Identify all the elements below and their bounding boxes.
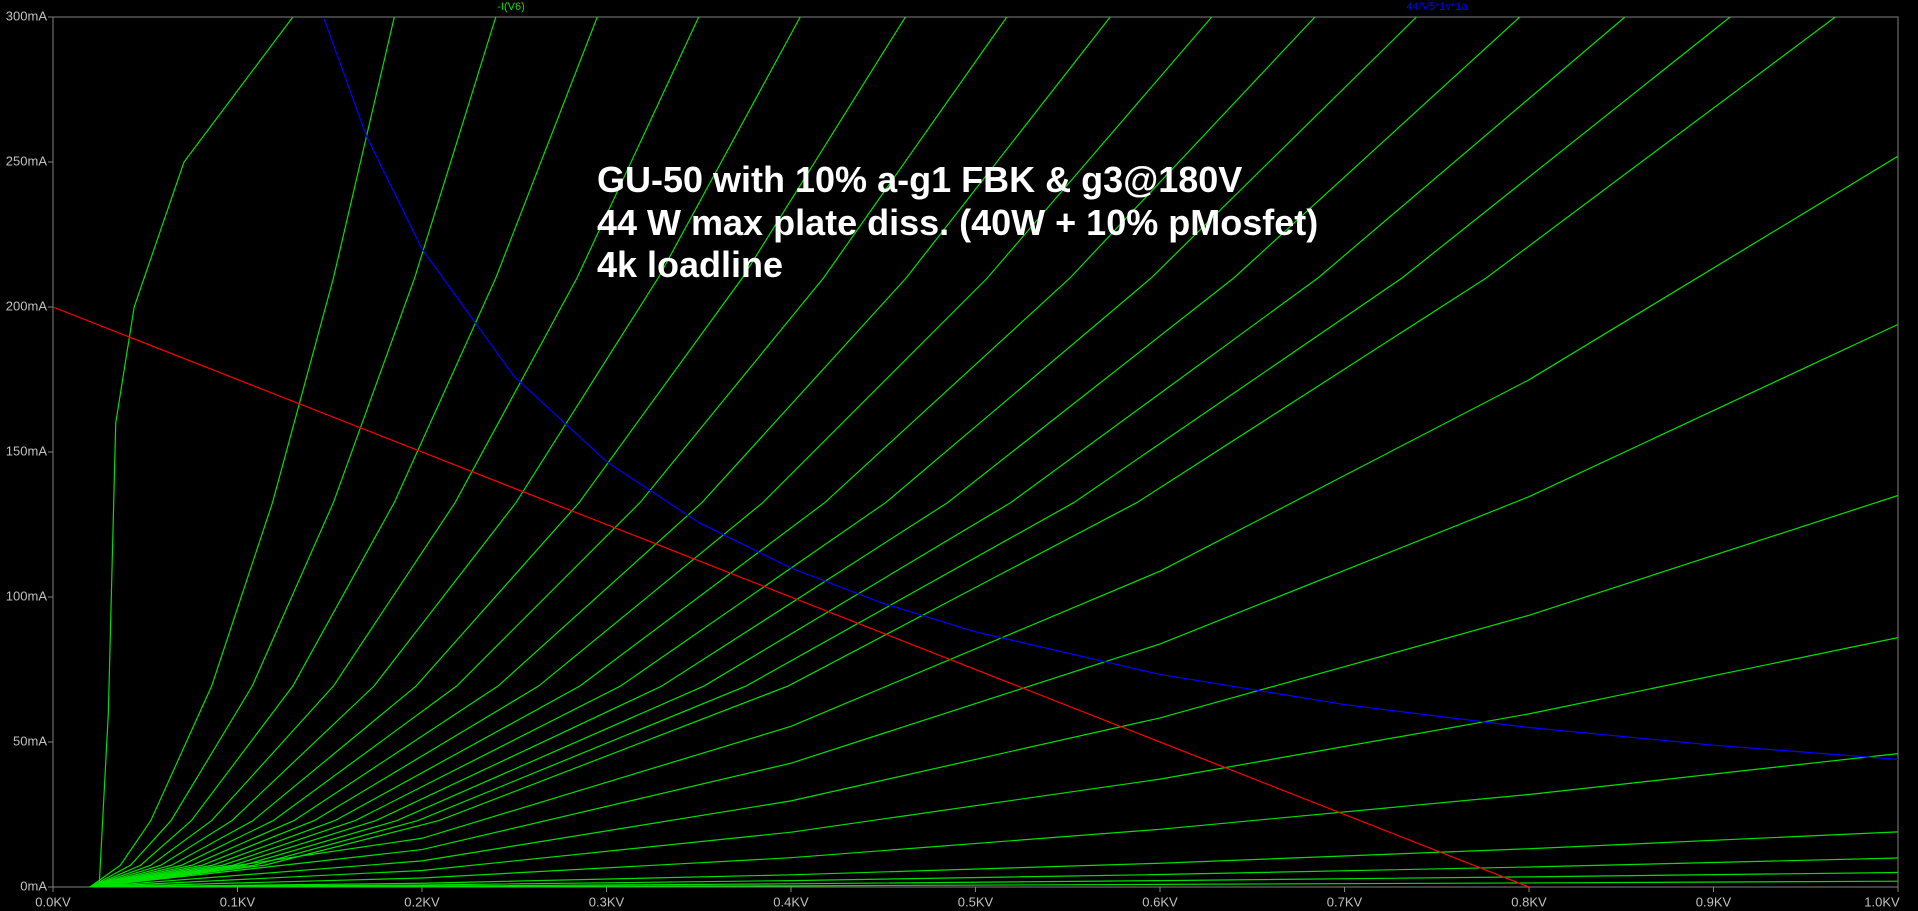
curve xyxy=(89,17,1111,887)
curve xyxy=(89,17,1008,887)
curve xyxy=(89,17,1626,887)
y-tick-label: 250mA xyxy=(6,153,48,168)
curve xyxy=(89,17,801,887)
y-tick-label: 200mA xyxy=(6,298,48,313)
annotation: 44 W max plate diss. (40W + 10% pMosfet) xyxy=(597,202,1318,243)
curve xyxy=(89,857,1898,887)
y-tick-label: 50mA xyxy=(13,733,47,748)
y-tick-label: 300mA xyxy=(6,8,48,23)
y-tick-label: 100mA xyxy=(6,588,48,603)
curve xyxy=(89,753,1898,887)
curve xyxy=(53,306,1530,887)
curve xyxy=(89,17,1213,887)
curve xyxy=(89,494,1898,887)
annotation: 4k loadline xyxy=(597,244,783,285)
curve xyxy=(89,17,1731,887)
x-tick-label: 0.0KV xyxy=(35,894,71,909)
curve xyxy=(89,880,1898,887)
curve xyxy=(89,831,1898,887)
curve xyxy=(89,17,598,887)
x-tick-label: 0.4KV xyxy=(773,894,809,909)
curve xyxy=(89,17,700,887)
curve xyxy=(89,17,395,887)
curve xyxy=(89,17,1521,887)
x-tick-label: 0.7KV xyxy=(1327,894,1363,909)
curve xyxy=(89,17,1316,887)
curve xyxy=(89,323,1898,887)
curve xyxy=(323,18,1898,760)
annotation: GU-50 with 10% a-g1 FBK & g3@180V xyxy=(597,159,1242,200)
x-tick-label: 0.6KV xyxy=(1142,894,1178,909)
legend-entry: 44/V5*1v*1a xyxy=(1406,1,1468,13)
x-tick-label: 0.8KV xyxy=(1511,894,1547,909)
curve xyxy=(89,155,1898,887)
y-tick-label: 150mA xyxy=(6,443,48,458)
curve xyxy=(89,637,1898,887)
x-tick-label: 1.0KV xyxy=(1864,894,1900,909)
x-tick-label: 0.1KV xyxy=(220,894,256,909)
legend-entry: -I(V6) xyxy=(497,1,525,13)
x-tick-label: 0.9KV xyxy=(1696,894,1732,909)
curve xyxy=(89,17,1417,887)
x-tick-label: 0.5KV xyxy=(958,894,994,909)
curve xyxy=(89,17,497,887)
y-tick-label: 0mA xyxy=(20,878,47,893)
x-tick-label: 0.2KV xyxy=(404,894,440,909)
curve xyxy=(89,17,1836,887)
curve xyxy=(89,17,906,887)
plot-area xyxy=(53,17,1898,887)
curve xyxy=(98,17,294,887)
x-tick-label: 0.3KV xyxy=(589,894,625,909)
